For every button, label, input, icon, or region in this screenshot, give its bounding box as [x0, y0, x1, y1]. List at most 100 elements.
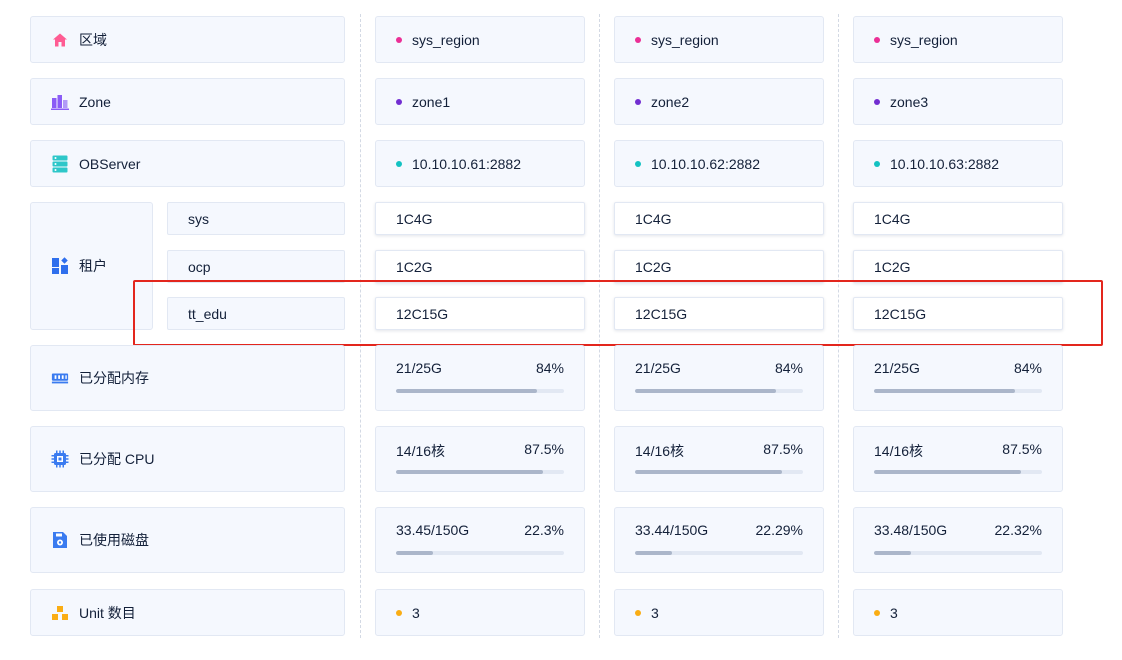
row-label-unit: Unit 数目: [30, 589, 345, 636]
unit-cell: 3: [853, 589, 1063, 636]
row-label-memory: 已分配内存: [30, 345, 345, 411]
observer-cell: 10.10.10.61:2882: [375, 140, 585, 187]
bar-chart-icon: [51, 93, 69, 111]
tenant-spec: 1C4G: [614, 202, 824, 235]
unit-cell: 3: [375, 589, 585, 636]
progress-fill: [396, 551, 434, 555]
region-cell: sys_region: [853, 16, 1063, 63]
tenant-spec: 12C15G: [375, 297, 585, 330]
progress-track: [874, 551, 1042, 555]
status-dot: [874, 36, 880, 43]
zone-cell: zone1: [375, 78, 585, 125]
metric-used: 21/25G: [874, 360, 920, 376]
metric-percent: 84%: [774, 360, 803, 376]
metric-used: 33.45/150G: [396, 522, 470, 538]
column-divider: [360, 14, 361, 638]
row-label-text: 租户: [79, 258, 107, 274]
tenant-name: tt_edu: [167, 297, 345, 330]
progress-track: [635, 470, 803, 474]
metric-percent: 22.3%: [524, 522, 564, 538]
progress-track: [396, 551, 564, 555]
row-label-disk: 已使用磁盘: [30, 507, 345, 573]
memory-icon: [51, 369, 69, 387]
tenant-spec: 1C4G: [853, 202, 1063, 235]
metric-percent: 84%: [1013, 360, 1042, 376]
tenant-name: ocp: [167, 250, 345, 283]
progress-fill: [874, 551, 912, 555]
metric-used: 33.48/150G: [874, 522, 948, 538]
status-dot: [635, 609, 641, 616]
tenant-spec: 1C4G: [375, 202, 585, 235]
units-icon: [51, 604, 69, 622]
memory-cell: 21/25G 84%: [614, 345, 824, 411]
memory-cell: 21/25G 84%: [375, 345, 585, 411]
progress-fill: [635, 470, 782, 474]
cpu-cell: 14/16核 87.5%: [614, 426, 824, 492]
progress-track: [635, 389, 803, 393]
observer-value: 10.10.10.62:2882: [651, 155, 760, 172]
row-label-zone: Zone: [30, 78, 345, 125]
metric-used: 14/16核: [396, 443, 446, 459]
row-label-text: 已使用磁盘: [79, 532, 149, 548]
unit-value: 3: [890, 604, 898, 621]
status-dot: [396, 36, 402, 43]
status-dot: [396, 98, 402, 105]
zone-cell: zone2: [614, 78, 824, 125]
unit-value: 3: [651, 604, 659, 621]
observer-value: 10.10.10.63:2882: [890, 155, 999, 172]
tenant-spec: 1C2G: [614, 250, 824, 283]
progress-fill: [635, 551, 673, 555]
metric-used: 14/16核: [635, 443, 685, 459]
row-label-text: 已分配 CPU: [79, 451, 155, 467]
memory-cell: 21/25G 84%: [853, 345, 1063, 411]
progress-track: [635, 551, 803, 555]
row-label-observer: OBServer: [30, 140, 345, 187]
metric-percent: 87.5%: [1002, 441, 1042, 457]
metric-percent: 87.5%: [763, 441, 803, 457]
progress-track: [396, 470, 564, 474]
zone-cell: zone3: [853, 78, 1063, 125]
status-dot: [635, 36, 641, 43]
column-divider: [599, 14, 600, 638]
zone-value: zone2: [651, 93, 690, 110]
server-icon: [51, 155, 69, 173]
region-value: sys_region: [651, 31, 719, 48]
progress-track: [874, 470, 1042, 474]
metric-percent: 87.5%: [524, 441, 564, 457]
row-label-cpu: 已分配 CPU: [30, 426, 345, 492]
dashboard-icon: [51, 257, 69, 275]
status-dot: [874, 98, 880, 105]
row-label-region: 区域: [30, 16, 345, 63]
row-label-text: 已分配内存: [79, 370, 149, 386]
progress-fill: [396, 470, 543, 474]
unit-cell: 3: [614, 589, 824, 636]
disk-cell: 33.45/150G 22.3%: [375, 507, 585, 573]
observer-cell: 10.10.10.62:2882: [614, 140, 824, 187]
metric-used: 21/25G: [635, 360, 681, 376]
metric-percent: 84%: [535, 360, 564, 376]
unit-value: 3: [412, 604, 420, 621]
observer-cell: 10.10.10.63:2882: [853, 140, 1063, 187]
cpu-cell: 14/16核 87.5%: [375, 426, 585, 492]
region-cell: sys_region: [375, 16, 585, 63]
tenant-spec: 12C15G: [614, 297, 824, 330]
row-label-tenant: 租户: [30, 202, 153, 330]
cpu-cell: 14/16核 87.5%: [853, 426, 1063, 492]
tenant-spec: 12C15G: [853, 297, 1063, 330]
tenant-spec: 1C2G: [853, 250, 1063, 283]
row-label-text: 区域: [79, 31, 107, 48]
progress-track: [874, 389, 1042, 393]
metric-used: 14/16核: [874, 443, 924, 459]
status-dot: [396, 609, 402, 616]
row-label-text: Zone: [79, 93, 111, 110]
status-dot: [874, 160, 880, 167]
region-value: sys_region: [412, 31, 480, 48]
home-icon: [51, 31, 69, 49]
zone-value: zone1: [412, 93, 451, 110]
progress-track: [396, 389, 564, 393]
tenant-spec: 1C2G: [375, 250, 585, 283]
region-cell: sys_region: [614, 16, 824, 63]
region-value: sys_region: [890, 31, 958, 48]
status-dot: [635, 98, 641, 105]
metric-used: 33.44/150G: [635, 522, 709, 538]
